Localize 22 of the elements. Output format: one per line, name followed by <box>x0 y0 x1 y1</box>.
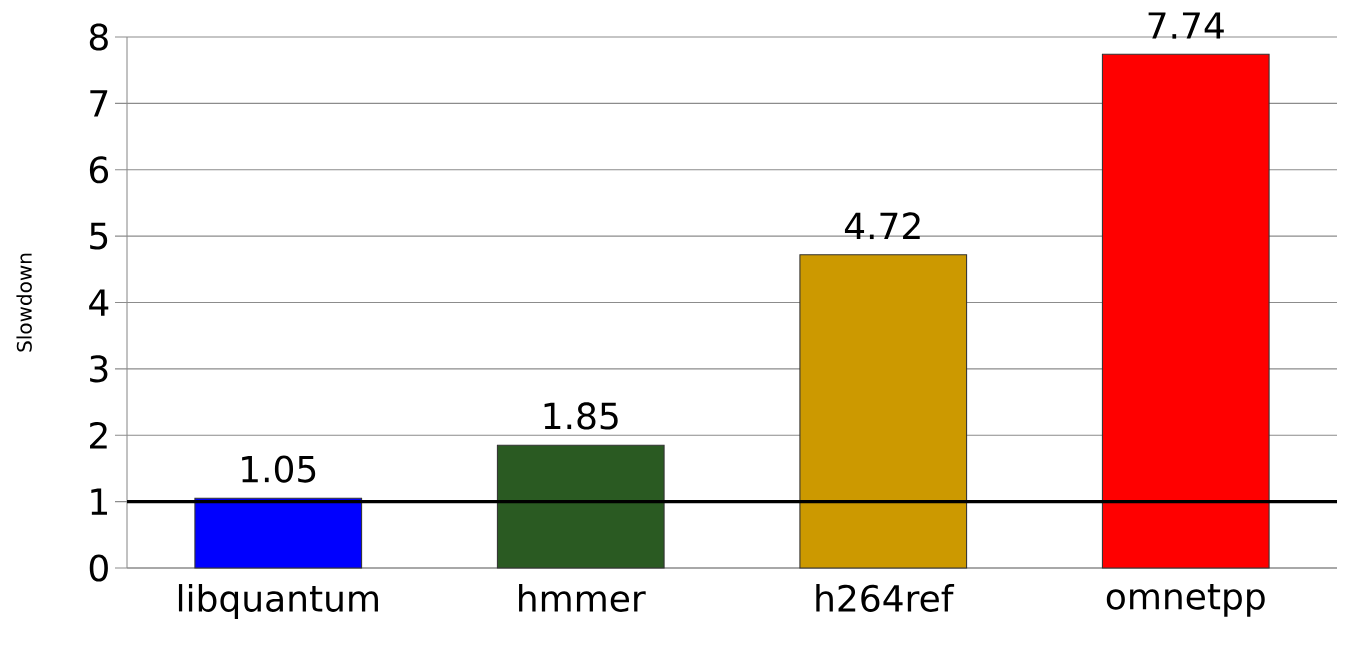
x-tick-label: libquantum <box>178 584 378 619</box>
x-tick-label: h264ref <box>816 584 955 612</box>
data-label: 1.85 <box>544 402 618 430</box>
bar <box>799 254 968 569</box>
y-tick-label: 7 <box>90 90 108 117</box>
y-tick-label: 6 <box>89 156 109 184</box>
y-tick-label: 5 <box>90 222 108 250</box>
y-tick-label: 2 <box>90 421 107 449</box>
y-tick-label: 0 <box>89 554 108 582</box>
bar <box>194 497 363 569</box>
y-tick-label: 4 <box>89 289 109 316</box>
data-label: 4.72 <box>844 212 920 240</box>
y-tick-label: 8 <box>89 23 108 51</box>
y-tick-label: 1 <box>91 488 107 515</box>
y-tick-label: 3 <box>90 355 108 383</box>
data-label: 7.74 <box>1148 12 1224 39</box>
bar <box>496 444 665 569</box>
x-tick-label: omnetpp <box>1106 584 1265 617</box>
data-label: 1.05 <box>242 455 316 483</box>
y-axis-title: Slowdown <box>16 253 32 352</box>
x-tick-label: hmmer <box>519 584 646 612</box>
bar <box>1101 53 1270 569</box>
